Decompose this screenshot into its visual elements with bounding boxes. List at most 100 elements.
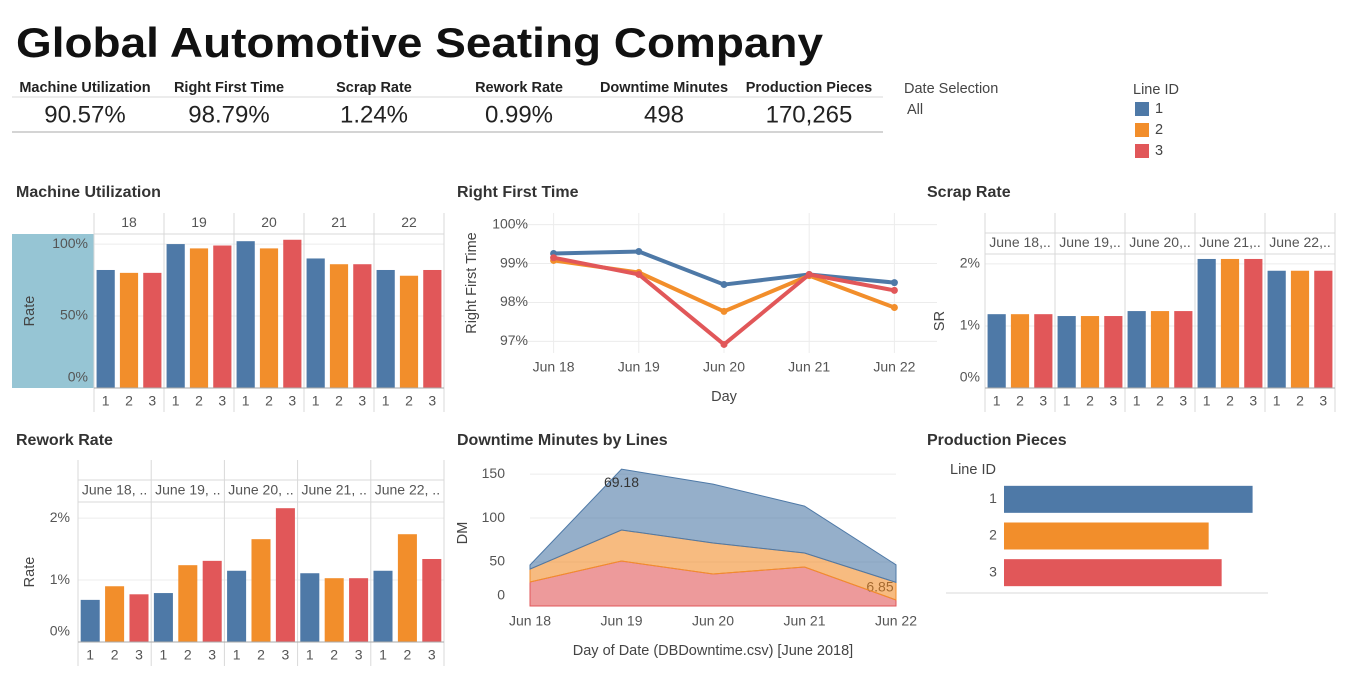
kpi-label: Machine Utilization [19,80,150,96]
kpi-value: 170,265 [766,101,853,128]
x-tick-label: 3 [428,647,436,663]
y-tick-label: 99% [500,254,528,270]
x-tick-label: 3 [135,647,143,663]
kpi-value: 90.57% [44,101,125,128]
x-tick-label: Jun 22 [873,359,915,375]
x-tick-label: 2 [330,647,338,663]
area [529,468,897,584]
axis-highlight [12,234,94,388]
x-axis-title: Day of Date (DBDowntime.csv) [June 2018] [573,643,853,659]
bar [1034,314,1053,388]
x-tick-label: Jun 20 [703,359,745,375]
bar [349,578,369,642]
kpi-value: 1.24% [340,101,408,128]
x-tick-label: 1 [233,647,241,663]
bar [1004,559,1222,587]
y-tick-label: 2 [989,527,997,543]
bar [1057,316,1076,388]
kpi-value: 498 [644,101,684,128]
bar [399,275,419,388]
bar [96,269,115,388]
x-tick-label: 1 [306,647,314,663]
legend-label: 3 [1155,143,1163,159]
x-tick-label: 2 [125,393,133,409]
bar [129,594,149,642]
bar [306,258,325,388]
bar [1004,485,1253,513]
bar [105,586,125,642]
x-tick-label: 2 [405,393,413,409]
x-tick-label: Jun 21 [788,359,830,375]
legend-swatch [1135,102,1149,116]
legend-label: 2 [1155,122,1163,138]
group-header: 19 [191,214,207,230]
legend-swatch [1135,144,1149,158]
bar [236,241,255,388]
group-header: June 19, .. [155,482,220,498]
y-tick-label: 0% [960,369,980,385]
kpi-label: Right First Time [174,80,284,96]
bar [397,534,417,642]
bar [300,573,320,642]
bar [1197,258,1216,388]
group-header: June 21, .. [302,482,367,498]
x-tick-label: 1 [993,393,1001,409]
bar [143,272,162,388]
x-tick-label: 1 [312,393,320,409]
y-tick-label: 0% [68,369,88,385]
kpi-label: Production Pieces [746,80,873,96]
y-axis-title: SR [932,311,948,331]
x-tick-label: 3 [148,393,156,409]
x-tick-label: 2 [195,393,203,409]
bar [1220,258,1240,388]
y-axis-title: Rate [22,557,38,588]
group-header: June 19,.. [1059,234,1121,250]
legend-label: 1 [1155,101,1163,117]
y-tick-label: 0 [497,587,505,603]
group-header: 22 [401,214,417,230]
group-header: June 21,.. [1199,234,1261,250]
kpi-label: Scrap Rate [336,80,412,96]
x-tick-label: 1 [102,393,110,409]
group-header: June 18,.. [989,234,1051,250]
x-tick-label: 3 [208,647,216,663]
legend-swatch [1135,123,1149,137]
y-tick-label: 150 [482,465,506,481]
x-tick-label: 3 [428,393,436,409]
bar [1010,314,1030,388]
x-tick-label: 2 [184,647,192,663]
y-axis-title: DM [455,522,471,545]
bar [1290,270,1310,388]
chart-title: Downtime Minutes by Lines [457,432,668,449]
x-tick-label: Jun 22 [875,613,917,629]
x-tick-label: 2 [111,647,119,663]
bar [1244,258,1263,388]
point [805,270,813,278]
x-tick-label: 3 [282,647,290,663]
bar [275,508,295,642]
x-tick-label: 2 [265,393,273,409]
dashboard-title: Global Automotive Seating Company [16,19,824,66]
bar [324,578,344,642]
bar [1314,270,1333,388]
bar [353,264,372,388]
x-tick-label: 1 [160,647,168,663]
bar [153,593,173,642]
chart-title: Machine Utilization [16,184,161,201]
bar [283,239,302,388]
x-tick-label: 3 [355,647,363,663]
y-tick-label: 0% [50,623,70,639]
filter-label: Date Selection [904,81,998,97]
y-axis-title: Right First Time [464,232,480,334]
x-tick-label: 1 [1203,393,1211,409]
y-tick-label: 1% [50,571,70,587]
filter-value[interactable]: All [907,102,923,118]
x-tick-label: 1 [379,647,387,663]
kpi-label: Downtime Minutes [600,80,728,96]
group-header: June 20,.. [1129,234,1191,250]
bar [119,272,139,388]
x-tick-label: 3 [358,393,366,409]
x-tick-label: 3 [1039,393,1047,409]
x-tick-label: 1 [1133,393,1141,409]
y-tick-label: 2% [50,509,70,525]
